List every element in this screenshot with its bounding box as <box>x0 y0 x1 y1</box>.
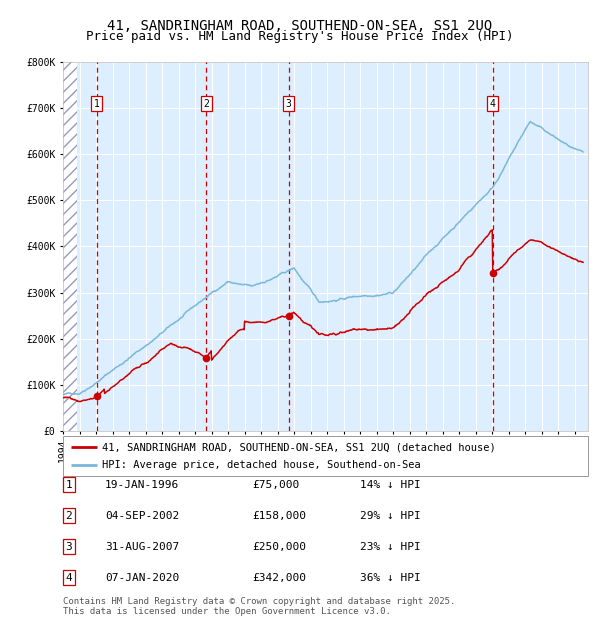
Text: £75,000: £75,000 <box>252 480 299 490</box>
Text: £342,000: £342,000 <box>252 573 306 583</box>
Text: 36% ↓ HPI: 36% ↓ HPI <box>360 573 421 583</box>
Text: 41, SANDRINGHAM ROAD, SOUTHEND-ON-SEA, SS1 2UQ: 41, SANDRINGHAM ROAD, SOUTHEND-ON-SEA, S… <box>107 19 493 33</box>
Text: 23% ↓ HPI: 23% ↓ HPI <box>360 542 421 552</box>
Text: 19-JAN-1996: 19-JAN-1996 <box>105 480 179 490</box>
Text: HPI: Average price, detached house, Southend-on-Sea: HPI: Average price, detached house, Sout… <box>103 460 421 470</box>
Text: 29% ↓ HPI: 29% ↓ HPI <box>360 511 421 521</box>
Text: 1: 1 <box>94 99 100 108</box>
Text: 3: 3 <box>65 542 73 552</box>
Text: 31-AUG-2007: 31-AUG-2007 <box>105 542 179 552</box>
Text: 04-SEP-2002: 04-SEP-2002 <box>105 511 179 521</box>
Text: 3: 3 <box>286 99 292 108</box>
Text: 4: 4 <box>490 99 496 108</box>
Text: Price paid vs. HM Land Registry's House Price Index (HPI): Price paid vs. HM Land Registry's House … <box>86 30 514 43</box>
Text: Contains HM Land Registry data © Crown copyright and database right 2025.: Contains HM Land Registry data © Crown c… <box>63 597 455 606</box>
Text: 1: 1 <box>65 480 73 490</box>
FancyBboxPatch shape <box>63 436 588 476</box>
Text: 4: 4 <box>65 573 73 583</box>
Text: 14% ↓ HPI: 14% ↓ HPI <box>360 480 421 490</box>
Text: 2: 2 <box>203 99 209 108</box>
Text: £158,000: £158,000 <box>252 511 306 521</box>
Text: £250,000: £250,000 <box>252 542 306 552</box>
Text: 41, SANDRINGHAM ROAD, SOUTHEND-ON-SEA, SS1 2UQ (detached house): 41, SANDRINGHAM ROAD, SOUTHEND-ON-SEA, S… <box>103 442 496 452</box>
Text: 2: 2 <box>65 511 73 521</box>
Text: This data is licensed under the Open Government Licence v3.0.: This data is licensed under the Open Gov… <box>63 607 391 616</box>
Text: 07-JAN-2020: 07-JAN-2020 <box>105 573 179 583</box>
